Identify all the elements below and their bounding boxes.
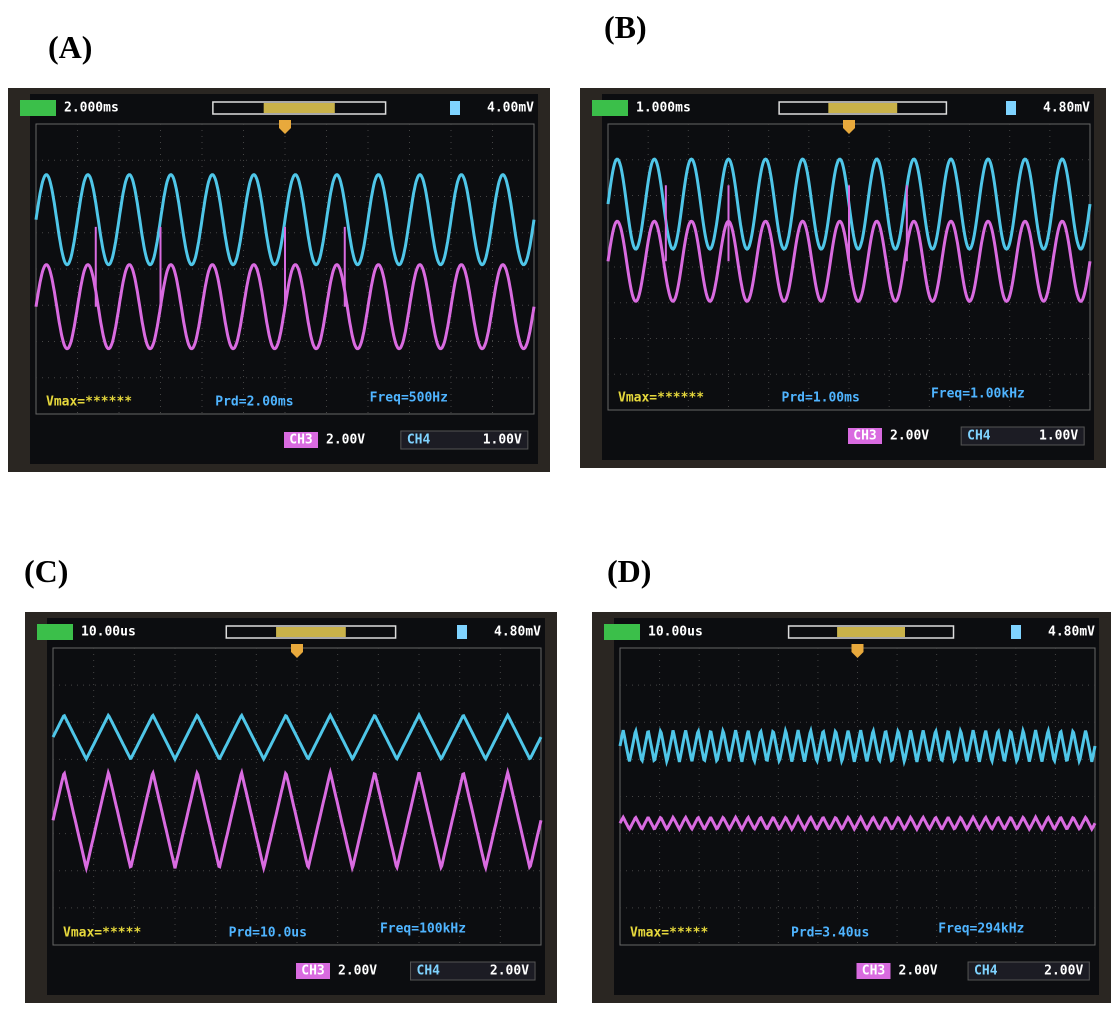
memory-bar [212, 101, 387, 115]
trigger-marker [291, 644, 303, 658]
ch4-label: CH4 [417, 964, 441, 979]
frequency-readout: Freq=1.00kHz [931, 387, 1025, 402]
ch3-label: CH3 [289, 433, 312, 448]
trigger-level: 4.80mV [494, 625, 541, 640]
mode-badge [20, 100, 56, 116]
ch3-label: CH3 [301, 964, 324, 979]
waveform [618, 725, 1097, 768]
ch4-box [967, 961, 1090, 981]
timebase: 10.00us [648, 625, 703, 640]
window-marker [263, 103, 335, 113]
waveform [34, 173, 536, 267]
ch3-scale: 2.00V [326, 433, 365, 448]
ch3-scale: 2.00V [338, 964, 377, 979]
mode-badge [604, 624, 640, 640]
ch3-scale: 2.00V [890, 429, 929, 444]
ch3-scale: 2.00V [899, 964, 938, 979]
ch4-box [960, 426, 1085, 446]
period-readout: Prd=3.40us [791, 926, 869, 941]
trigger-level: 4.80mV [1043, 101, 1090, 116]
ch4-scale: 1.00V [1039, 429, 1078, 444]
ch4-scale: 2.00V [1044, 964, 1083, 979]
scope-panel: (C) 10.00us 4.80mV Vmax=***** Prd=10.0us Freq… [24, 553, 557, 1003]
panel-label: (B) [604, 9, 647, 45]
mode-badge [592, 100, 628, 116]
ch4-label: CH4 [407, 433, 431, 448]
ch3-badge [848, 428, 882, 444]
ch3-badge [856, 963, 891, 979]
window-marker [828, 103, 898, 113]
waveform [606, 219, 1092, 303]
screen [47, 618, 545, 995]
screen [614, 618, 1099, 995]
trigger-marker [843, 120, 855, 134]
frequency-readout: Freq=100kHz [380, 922, 466, 937]
trigger-badge [1011, 625, 1021, 639]
waveform [618, 813, 1097, 833]
trigger-badge [457, 625, 467, 639]
ch3-badge [296, 963, 330, 979]
ch4-scale: 1.00V [483, 433, 522, 448]
waveform [51, 711, 543, 763]
memory-bar [225, 625, 397, 639]
trigger-badge [450, 101, 460, 115]
mode-badge [37, 624, 73, 640]
panel-label: (A) [48, 29, 92, 65]
frequency-readout: Freq=500Hz [370, 391, 448, 406]
ch4-label: CH4 [974, 964, 998, 979]
ch3-label: CH3 [862, 964, 885, 979]
trigger-level: 4.00mV [487, 101, 534, 116]
ch4-box [410, 961, 536, 981]
period-readout: Prd=2.00ms [215, 395, 293, 410]
scope-panel: (A) 2.000ms 4.00mV Vmax=****** Prd=2.00ms Fre… [8, 29, 550, 472]
ch4-scale: 2.00V [490, 964, 529, 979]
timebase: 10.00us [81, 625, 136, 640]
trigger-level: 4.80mV [1048, 625, 1095, 640]
vmax-readout: Vmax=***** [630, 926, 708, 941]
period-readout: Prd=10.0us [229, 926, 307, 941]
trigger-marker [851, 644, 864, 658]
window-marker [276, 627, 346, 637]
timebase: 2.000ms [64, 101, 119, 116]
ch3-badge [284, 432, 318, 448]
timebase: 1.000ms [636, 101, 691, 116]
trigger-marker [279, 120, 291, 134]
waveform [51, 766, 543, 874]
scope-panel: (B) 1.000ms 4.80mV Vmax=****** Prd=1.00ms Fre… [580, 9, 1106, 468]
vmax-readout: Vmax=****** [618, 391, 704, 406]
panel-label: (C) [24, 553, 68, 589]
scope-panel: (D) 10.00us 4.80mV Vmax=***** Prd=3.40us Freq… [592, 553, 1111, 1003]
trigger-badge [1006, 101, 1016, 115]
vmax-readout: Vmax=****** [46, 395, 132, 410]
ch3-label: CH3 [853, 429, 876, 444]
ch4-label: CH4 [967, 429, 991, 444]
memory-bar [787, 625, 955, 639]
vmax-readout: Vmax=***** [63, 926, 141, 941]
frequency-readout: Freq=294kHz [938, 922, 1024, 937]
period-readout: Prd=1.00ms [782, 391, 860, 406]
panel-label: (D) [607, 553, 651, 589]
ch4-box [400, 430, 529, 450]
memory-bar [778, 101, 948, 115]
window-marker [837, 627, 905, 637]
